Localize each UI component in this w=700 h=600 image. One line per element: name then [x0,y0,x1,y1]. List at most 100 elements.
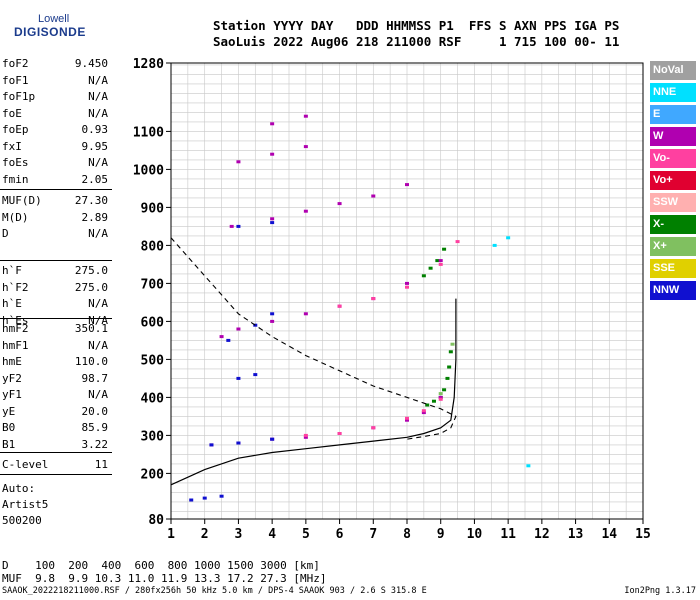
legend-item-x: X+ [650,237,696,256]
param-label: fmin [2,172,29,186]
param-value: 275.0 [74,280,108,294]
param-hme: hmE 110.0 [2,355,108,373]
param-value: N/A [88,297,108,310]
point-nnw [253,373,258,377]
param-label: h`Es [2,313,29,327]
point-x [450,342,455,346]
point-nne [526,464,531,468]
param-muf-d: MUF(D) 27.30 [2,194,108,212]
point-w [270,152,275,156]
x-tick-label: 15 [635,527,651,542]
param-value: 9.450 [74,57,108,70]
param-hmf1: hmF1 N/A [2,339,108,357]
point-nnw [270,221,275,225]
x-tick-label: 10 [467,527,483,542]
x-tick-label: 9 [437,527,445,542]
x-tick-label: 2 [201,527,209,542]
param-foe: foE N/A [2,107,108,125]
point-w [270,319,275,323]
param-yf2: yF2 98.7 [2,372,108,390]
point-vo [371,426,376,430]
point-vo [371,297,376,301]
dashed-trace-line [170,237,457,440]
x-tick-label: 11 [500,527,516,542]
point-w [236,160,241,164]
legend-item-vo: Vo+ [650,171,696,190]
point-w [405,183,409,187]
x-tick-label: 7 [369,527,377,542]
param-separator [0,474,112,475]
param-label: B0 [2,421,16,434]
param-fof1p: foF1p N/A [2,90,108,108]
param-value: 2.05 [81,172,109,186]
point-vo [303,433,308,437]
param-label: foF1 [2,73,29,87]
y-tick-label: 700 [141,277,165,292]
y-tick-label: 600 [141,315,165,330]
param-value: N/A [88,156,108,169]
y-tick-label: 300 [141,429,165,444]
point-x [442,388,447,392]
y-tick-label: 1000 [133,163,164,178]
legend-item-vo: Vo- [650,149,696,168]
point-x [425,403,430,407]
legend-item-nne: NNE [650,83,696,102]
point-nnw [219,494,224,498]
y-tick-label: 900 [141,201,165,216]
point-nnw [189,498,194,502]
autoscale-line-1: Auto: [2,482,36,495]
point-w [405,418,409,422]
y-tick-label: 200 [141,467,165,482]
point-vo [438,397,443,401]
param-value: 275.0 [74,264,108,277]
param-d: D N/A [2,227,108,245]
footer-version: Ion2Png 1.3.17 [624,586,696,596]
point-w [270,217,275,221]
header-row-1: Station YYYY DAY DDD HHMMSS P1 FFS S AXN… [213,18,620,33]
y-tick-label: 1280 [133,57,164,72]
y-tick-label: 500 [141,353,165,368]
point-w [303,312,308,316]
param-h-es: h`Es N/A [2,314,108,332]
x-tick-label: 5 [302,527,310,542]
legend-item-x: X- [650,215,696,234]
autoscale-line-3: 500200 [2,514,42,527]
point-x [428,266,433,270]
point-w [438,259,443,263]
point-vo [405,285,409,289]
param-value: N/A [88,227,108,240]
param-fof1: foF1 N/A [2,74,108,92]
param-value: N/A [88,338,108,352]
y-tick-label: 400 [141,391,165,406]
param-label: h`F [2,264,22,277]
param-label: hmF1 [2,338,29,352]
param-value: 3.22 [81,437,109,451]
param-fof2: foF2 9.450 [2,57,108,75]
y-tick-label: 80 [148,513,164,528]
param-foep: foEp 0.93 [2,123,108,141]
param-label: h`F2 [2,280,29,294]
param-foes: foEs N/A [2,156,108,174]
param-label: D [2,227,9,240]
point-x [421,274,426,278]
param-fmin: fmin 2.05 [2,173,108,191]
point-nnw [236,441,241,445]
point-x [438,392,443,396]
point-vo [337,432,342,435]
param-label: foEs [2,156,29,169]
muf-table-row-1: D 100 200 400 600 800 1000 1500 3000 [km… [2,559,320,572]
param-label: foEp [2,123,29,136]
legend-item-nnw: NNW [650,281,696,300]
param-hmf2: hmF2 350.1 [2,322,108,340]
param-value: 2.89 [81,210,109,224]
param-label: hmE [2,355,22,368]
point-nnw [226,338,231,342]
point-w [303,145,308,149]
point-nnw [209,443,214,447]
point-w [219,335,224,339]
param-label: yF2 [2,371,22,385]
x-tick-label: 6 [336,527,344,542]
point-x [442,247,447,251]
point-w [438,395,443,399]
point-w [303,209,308,213]
